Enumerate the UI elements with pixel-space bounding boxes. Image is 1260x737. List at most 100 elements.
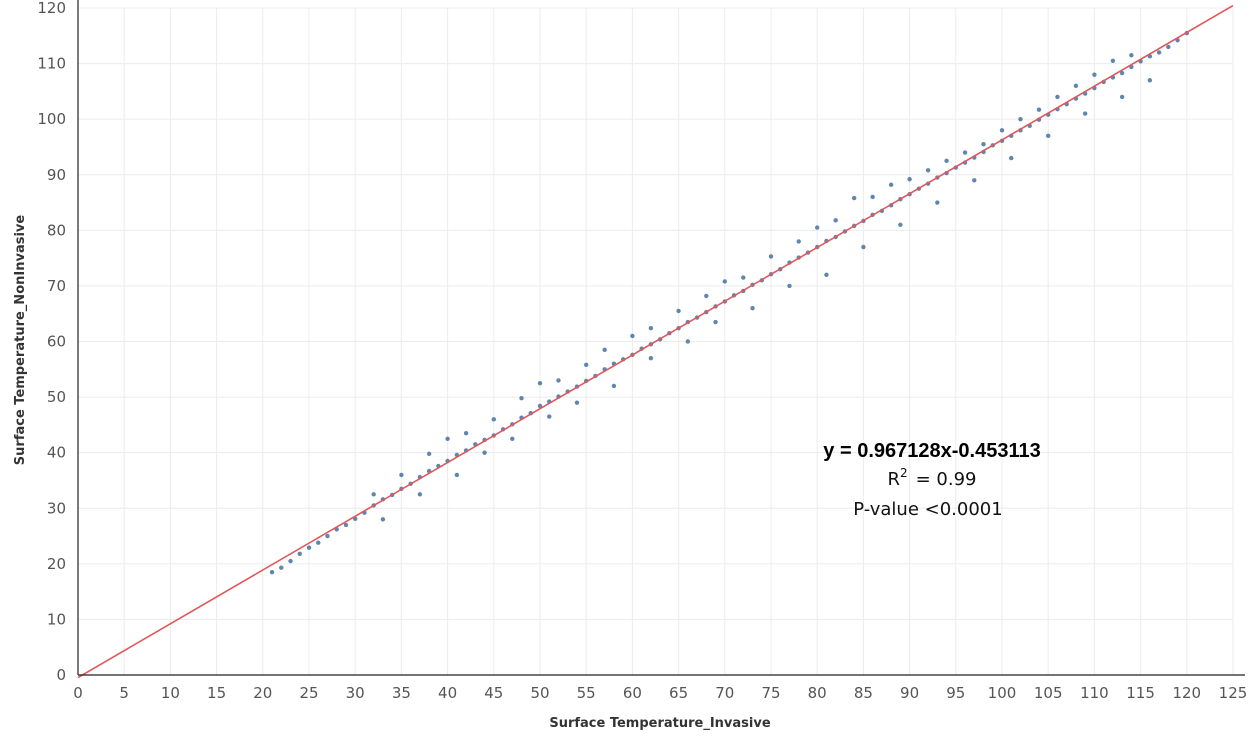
- data-point: [306, 545, 312, 550]
- x-tick-label: 90: [900, 684, 919, 702]
- data-point: [519, 395, 524, 401]
- data-point: [1129, 53, 1134, 58]
- x-axis-title: Surface Temperature_Invasive: [549, 716, 771, 731]
- data-point: [925, 168, 931, 173]
- x-tick-label: 75: [761, 684, 780, 702]
- data-point: [1082, 111, 1088, 116]
- data-point: [981, 141, 986, 147]
- y-tick-label: 50: [47, 388, 66, 406]
- x-tick-label: 10: [161, 684, 180, 702]
- p-value-label: P-value <0.0001: [853, 499, 1002, 520]
- scatter-points: [269, 30, 1190, 575]
- data-point: [445, 436, 450, 441]
- y-tick-label: 100: [37, 110, 66, 128]
- x-tick-label: 125: [1219, 684, 1248, 702]
- y-tick-label: 70: [47, 277, 66, 295]
- y-tick-label: 90: [47, 166, 66, 184]
- data-point: [1018, 116, 1023, 122]
- data-point: [279, 565, 284, 570]
- data-point: [611, 383, 617, 389]
- data-point: [898, 222, 903, 227]
- r-squared-label: R2 = 0.99: [887, 466, 976, 490]
- data-point: [463, 431, 469, 436]
- data-point: [870, 194, 875, 200]
- y-tick-label: 30: [47, 499, 66, 517]
- data-point: [1073, 83, 1079, 89]
- x-tick-label: 25: [299, 684, 318, 702]
- x-tick-label: 100: [988, 684, 1017, 702]
- x-tick-label: 5: [119, 684, 129, 702]
- data-point: [288, 558, 293, 564]
- x-tick-label: 80: [808, 684, 827, 702]
- data-point: [648, 355, 654, 361]
- data-point: [907, 176, 912, 182]
- x-tick-label: 20: [253, 684, 272, 702]
- r-squared-superscript: 2: [900, 466, 908, 480]
- data-point: [491, 417, 496, 422]
- data-point: [399, 472, 404, 478]
- y-tick-label: 60: [47, 333, 66, 351]
- x-tick-label: 95: [946, 684, 965, 702]
- data-point: [380, 517, 386, 522]
- grid-lines: [77, 7, 1234, 676]
- x-tick-label: 110: [1080, 684, 1109, 702]
- data-point: [297, 551, 302, 557]
- x-tick-label: 55: [577, 684, 596, 702]
- data-point: [787, 283, 792, 289]
- data-point: [676, 308, 681, 314]
- data-point: [1147, 78, 1153, 83]
- data-point: [1166, 44, 1171, 50]
- r-squared-prefix: R: [887, 469, 900, 490]
- y-tick-label: 20: [47, 555, 66, 573]
- data-point: [343, 522, 349, 528]
- x-tick-label: 85: [854, 684, 873, 702]
- x-tick-label: 0: [73, 684, 83, 702]
- data-point: [1092, 72, 1097, 77]
- data-point: [815, 225, 820, 230]
- r-squared-value: = 0.99: [916, 469, 977, 490]
- data-point: [944, 158, 949, 164]
- data-point: [704, 293, 709, 299]
- data-point: [482, 450, 487, 455]
- data-point: [316, 540, 321, 545]
- data-point: [1055, 94, 1060, 100]
- y-tick-label: 40: [47, 444, 66, 462]
- data-point: [325, 533, 330, 539]
- data-point: [833, 218, 838, 223]
- data-point: [750, 305, 755, 311]
- y-tick-label: 120: [37, 0, 66, 17]
- data-point: [547, 414, 552, 419]
- regression-equation: y = 0.967128x-0.453113: [823, 440, 1040, 462]
- y-tick-label: 80: [47, 221, 66, 239]
- x-tick-label: 30: [346, 684, 365, 702]
- regression-line: [77, 4, 1234, 679]
- data-point: [861, 244, 866, 250]
- data-point: [1046, 133, 1051, 139]
- data-point: [510, 436, 515, 441]
- data-point: [648, 325, 654, 331]
- data-point: [685, 339, 691, 344]
- data-point: [537, 380, 543, 386]
- y-tick-label: 110: [37, 55, 66, 73]
- data-point: [426, 451, 432, 456]
- y-axis-ticks: 0 10 20 30 40 50 60 70 80 90 100 110 120: [37, 0, 66, 684]
- regression-annotation: y = 0.967128x-0.453113 R2 = 0.99 P-value …: [823, 440, 1040, 520]
- data-point: [630, 333, 635, 339]
- data-point: [1036, 107, 1042, 112]
- x-tick-label: 40: [438, 684, 457, 702]
- data-point: [371, 492, 376, 497]
- x-tick-label: 50: [530, 684, 549, 702]
- x-tick-label: 120: [1172, 684, 1201, 702]
- data-point: [999, 128, 1005, 133]
- x-tick-label: 45: [484, 684, 503, 702]
- data-point: [722, 279, 727, 284]
- data-point: [1119, 70, 1125, 76]
- data-point: [602, 347, 607, 353]
- x-tick-label: 115: [1126, 684, 1155, 702]
- x-tick-label: 15: [207, 684, 226, 702]
- x-tick-label: 70: [715, 684, 734, 702]
- data-point: [574, 400, 580, 405]
- y-tick-label: 10: [47, 610, 66, 628]
- data-point: [888, 182, 894, 187]
